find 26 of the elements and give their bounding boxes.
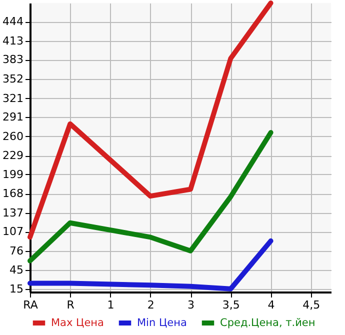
x-tick-label: 2 <box>147 298 154 312</box>
y-tick-label: 229 <box>2 149 24 162</box>
x-tick-label: 3,5 <box>222 298 240 312</box>
legend-label: Max Цена <box>51 317 104 329</box>
y-tick-label: 444 <box>2 15 24 28</box>
x-tick-label: 1 <box>107 298 114 312</box>
y-tick-label: 352 <box>2 72 24 86</box>
legend-label: Сред.Цена, т.йен <box>220 317 316 329</box>
y-tick-label: 260 <box>2 130 24 143</box>
y-tick-label: 321 <box>2 92 24 105</box>
y-tick-label: 76 <box>10 244 24 258</box>
y-tick-label: 199 <box>2 168 24 181</box>
y-tick-label: 291 <box>2 110 24 124</box>
y-tick-label: 383 <box>2 53 24 66</box>
y-tick-label: 107 <box>2 225 24 238</box>
x-tick-label: RA <box>23 298 38 312</box>
y-tick-label: 45 <box>10 264 24 277</box>
y-tick-label: 168 <box>2 187 24 200</box>
y-tick-label: 413 <box>2 34 24 48</box>
y-tick-label: 137 <box>2 206 24 220</box>
legend-label: Min Цена <box>137 317 187 329</box>
x-tick-label: 3 <box>188 298 195 312</box>
x-tick-label: 4 <box>268 298 275 312</box>
x-tick-label: 4,5 <box>302 298 320 312</box>
y-tick-label: 15 <box>10 282 24 296</box>
x-tick-label: R <box>66 298 75 312</box>
